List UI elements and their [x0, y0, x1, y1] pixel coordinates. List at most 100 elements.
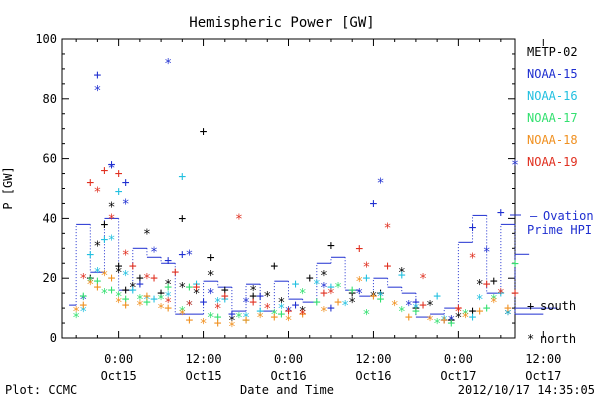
plot-timestamp: 2012/10/17 14:35:05: [458, 383, 595, 397]
point-north: *: [320, 305, 328, 320]
point-south: +: [122, 298, 130, 313]
point-north: *: [398, 305, 406, 320]
point-north: *: [136, 293, 144, 308]
point-south: +: [433, 289, 441, 304]
point-south: +: [242, 313, 250, 328]
y-tick-label: 80: [43, 92, 57, 106]
point-south: +: [193, 280, 201, 295]
point-south: +: [221, 289, 229, 304]
point-north: *: [72, 311, 80, 326]
x-tick-time: 0:00: [104, 352, 133, 366]
point-south: +: [86, 271, 94, 286]
point-north: *: [476, 293, 484, 308]
point-south: +: [79, 289, 87, 304]
point-north: *: [299, 287, 307, 302]
point-north: *: [497, 287, 505, 302]
point-north: *: [178, 281, 186, 296]
point-north: *: [93, 266, 101, 281]
legend-entry: NOAA-15: [527, 67, 578, 81]
point-north: *: [108, 233, 116, 248]
point-north: *: [235, 311, 243, 326]
point-south: +: [320, 286, 328, 301]
x-tick-time: 12:00: [525, 352, 561, 366]
x-tick-date: Oct15: [101, 369, 137, 383]
point-north: *: [278, 296, 286, 311]
point-south: +: [164, 280, 172, 295]
point-north: *: [164, 290, 172, 305]
point-south: +: [185, 280, 193, 295]
point-south: +: [270, 259, 278, 274]
point-north: *: [391, 299, 399, 314]
plot-credit: Plot: CCMC: [5, 383, 77, 397]
point-north: *: [207, 287, 215, 302]
point-south: +: [101, 232, 109, 247]
point-north: *: [79, 272, 87, 287]
point-south: +: [200, 125, 208, 140]
point-south: +: [256, 289, 264, 304]
point-south: +: [348, 283, 356, 298]
legend-entry: NOAA-18: [527, 133, 578, 147]
point-north: *: [483, 245, 491, 260]
point-south: +: [469, 310, 477, 325]
point-south: +: [370, 289, 378, 304]
point-north: *: [228, 314, 236, 329]
point-north: *: [143, 272, 151, 287]
point-south: +: [249, 289, 257, 304]
point-south: +: [136, 277, 144, 292]
point-south: +: [242, 313, 250, 328]
point-north: *: [157, 293, 165, 308]
point-south: +: [483, 277, 491, 292]
point-south: +: [185, 313, 193, 328]
point-south: +: [440, 313, 448, 328]
x-tick-time: 0:00: [274, 352, 303, 366]
point-north: *: [185, 299, 193, 314]
y-tick-label: 40: [43, 211, 57, 225]
point-north: *: [164, 278, 172, 293]
point-north: *: [426, 299, 434, 314]
point-south: +: [447, 313, 455, 328]
point-south: +: [221, 283, 229, 298]
point-north: *: [370, 290, 378, 305]
point-south: +: [115, 184, 123, 199]
point-north: *: [320, 269, 328, 284]
point-north: *: [320, 281, 328, 296]
point-north: *: [412, 302, 420, 317]
data-points: ++++++++++ +++++ +++++****** * **** * **** ****…: [72, 57, 519, 335]
legend-entry: METP-02: [527, 45, 578, 59]
point-south: +: [497, 286, 505, 301]
point-south: +: [313, 295, 321, 310]
ovation-prime-hpi-line: [69, 214, 558, 318]
point-south: +: [108, 271, 116, 286]
point-south: +: [334, 295, 342, 310]
x-tick-time: 0:00: [444, 352, 473, 366]
point-north: *: [185, 299, 193, 314]
point-north: *: [313, 278, 321, 293]
x-tick-date: Oct17: [525, 369, 561, 383]
point-north: *: [299, 308, 307, 323]
point-north: *: [504, 308, 512, 323]
point-south: +: [348, 286, 356, 301]
point-south: +: [511, 256, 519, 271]
point-south: +: [384, 259, 392, 274]
y-tick-label: 60: [43, 152, 57, 166]
point-south: +: [200, 295, 208, 310]
point-south: +: [483, 301, 491, 316]
point-north: *: [256, 311, 264, 326]
point-north: *: [384, 221, 392, 236]
point-south: +: [178, 247, 186, 262]
point-south: +: [327, 301, 335, 316]
point-south: +: [228, 307, 236, 322]
y-tick-label: 20: [43, 271, 57, 285]
point-south: +: [278, 307, 286, 322]
point-north: *: [93, 239, 101, 254]
x-tick-date: Oct16: [270, 369, 306, 383]
point-south: +: [122, 176, 130, 191]
point-north: *: [285, 305, 293, 320]
point-south: +: [115, 167, 123, 182]
point-north: *: [263, 302, 271, 317]
point-north: *: [235, 212, 243, 227]
point-north: *: [122, 197, 130, 212]
point-south: +: [122, 283, 130, 298]
point-north: *: [101, 269, 109, 284]
point-north: *: [447, 314, 455, 329]
